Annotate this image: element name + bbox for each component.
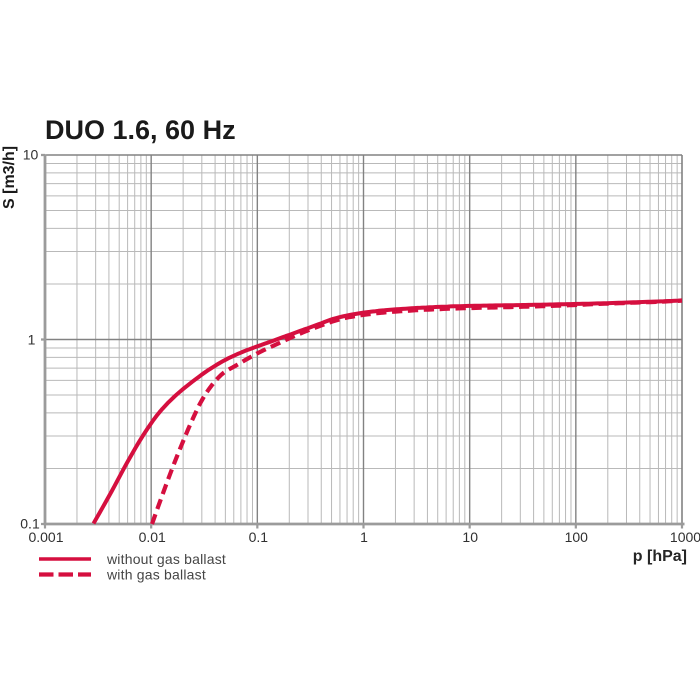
svg-text:0.1: 0.1 [20,516,40,532]
svg-text:1000: 1000 [670,529,700,545]
svg-text:0.001: 0.001 [28,529,63,545]
svg-text:S [m3/h]: S [m3/h] [1,146,18,209]
svg-text:without gas ballast: without gas ballast [106,551,226,567]
svg-text:with gas ballast: with gas ballast [106,567,206,583]
svg-text:10: 10 [462,529,478,545]
svg-text:0.1: 0.1 [249,529,269,545]
svg-text:100: 100 [565,529,589,545]
svg-text:0.01: 0.01 [139,529,166,545]
svg-text:DUO 1.6, 60 Hz: DUO 1.6, 60 Hz [45,115,236,145]
svg-text:1: 1 [360,529,368,545]
svg-text:p [hPa]: p [hPa] [633,548,687,565]
svg-text:10: 10 [23,147,39,163]
svg-text:1: 1 [28,332,36,348]
